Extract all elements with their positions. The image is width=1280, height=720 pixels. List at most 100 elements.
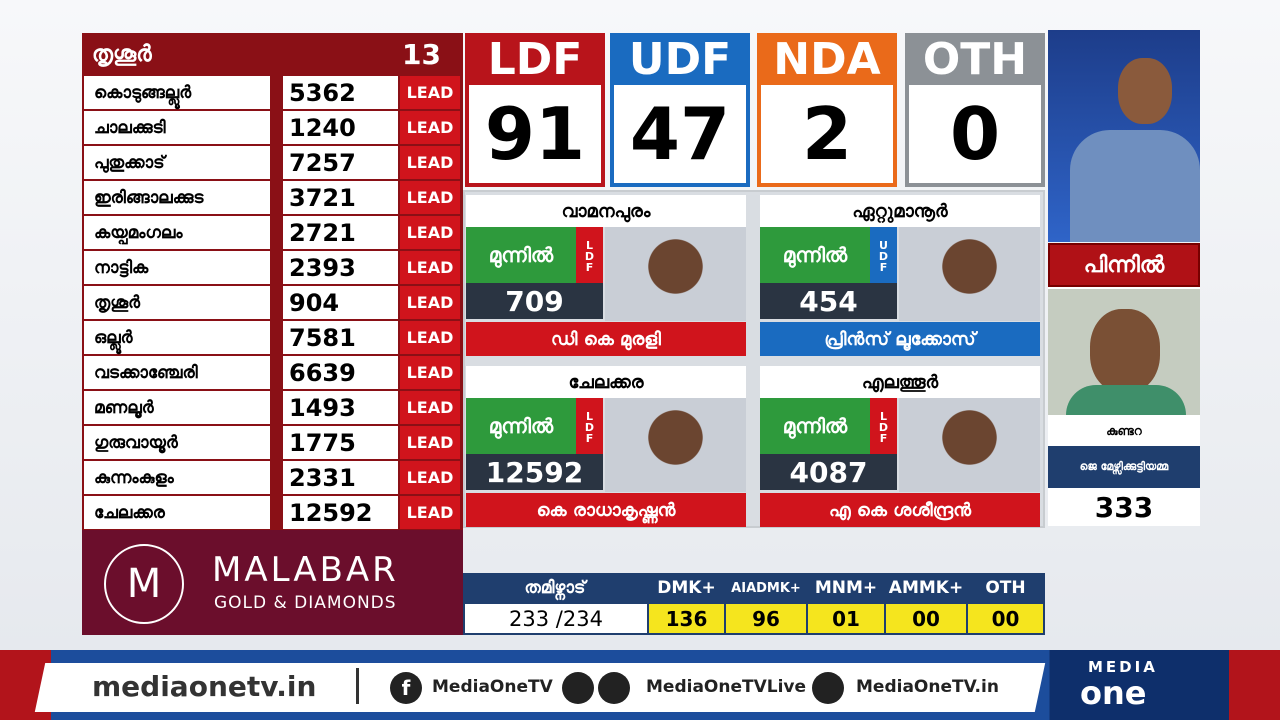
- party: LDF: [576, 227, 603, 283]
- alliance-name: UDF: [610, 33, 750, 85]
- row-margin: 2721: [283, 216, 398, 249]
- candidate: പ്രിൻസ് ലൂക്കോസ്: [760, 322, 1040, 356]
- status: മുന്നിൽ: [466, 398, 576, 454]
- row-status: LEAD: [400, 76, 460, 109]
- trailing-label: പിന്നിൽ: [1048, 243, 1200, 287]
- website: mediaonetv.in: [92, 670, 317, 703]
- trailing-candidate: ജെ മേഴ്സിക്കുട്ടിയമ്മ: [1048, 446, 1200, 488]
- row-name: ചാലക്കുടി: [84, 111, 270, 144]
- photo: [899, 227, 1040, 321]
- alliance-seats: 47: [610, 85, 750, 187]
- sponsor-name: MALABAR: [212, 550, 399, 590]
- row-status: LEAD: [400, 356, 460, 389]
- row-status: LEAD: [400, 181, 460, 214]
- status: മുന്നിൽ: [760, 398, 870, 454]
- row-status: LEAD: [400, 321, 460, 354]
- photo: [899, 398, 1040, 492]
- tn-seats: 00: [968, 604, 1043, 633]
- party: UDF: [870, 227, 897, 283]
- row-name: മണലൂർ: [84, 391, 270, 424]
- row-status: LEAD: [400, 146, 460, 179]
- row-status: LEAD: [400, 251, 460, 284]
- row-margin: 3721: [283, 181, 398, 214]
- footer: mediaonetv.in f MediaOneTV MediaOneTVLiv…: [0, 650, 1280, 720]
- district-count: 13: [402, 37, 441, 71]
- tn-party: OTH: [985, 578, 1026, 598]
- tn-party: AMMK+: [888, 578, 964, 598]
- row-name: ഇരിങ്ങാലക്കുട: [84, 181, 270, 214]
- row-margin: 7581: [283, 321, 398, 354]
- constituency: ചേലക്കര: [466, 366, 746, 398]
- row-margin: 2393: [283, 251, 398, 284]
- row-name: കുന്നംകുളം: [84, 461, 270, 494]
- tn-party: DMK+: [657, 578, 716, 598]
- candidate: എ കെ ശശീന്ദ്രൻ: [760, 493, 1040, 527]
- row-status: LEAD: [400, 496, 460, 529]
- sponsor: M MALABAR GOLD & DIAMONDS: [82, 530, 463, 635]
- row-margin: 5362: [283, 76, 398, 109]
- trailing: പിന്നിൽ കുണ്ടറ ജെ മേഴ്സിക്കുട്ടിയമ്മ 333: [1048, 243, 1200, 526]
- margin: 454: [760, 283, 897, 319]
- instagram: MediaOneTV.in: [856, 677, 999, 697]
- row-margin: 2331: [283, 461, 398, 494]
- row-name: തൃശൂർ: [84, 286, 270, 319]
- margin: 4087: [760, 454, 897, 490]
- row-name: കയ്പമംഗലം: [84, 216, 270, 249]
- row-name: ഗുരുവായൂർ: [84, 426, 270, 459]
- district-table: തൃശൂർ 13 കൊടുങ്ങല്ലൂർ 5362 LEAD ചാലക്കുടി 12…: [82, 33, 463, 530]
- row-margin: 1493: [283, 391, 398, 424]
- tn-name: തമിഴ്നാട്: [524, 578, 586, 598]
- row-status: LEAD: [400, 286, 460, 319]
- alliance-seats: 2: [757, 85, 897, 187]
- photo: [605, 398, 746, 492]
- constituency: വാമനപുരം: [466, 195, 746, 227]
- row-status: LEAD: [400, 216, 460, 249]
- tn-seats: 01: [808, 604, 884, 633]
- tn-party: MNM+: [814, 578, 878, 598]
- row-status: LEAD: [400, 426, 460, 459]
- tn-seats: 96: [726, 604, 806, 633]
- row-status: LEAD: [400, 111, 460, 144]
- tn-seats: 136: [649, 604, 724, 633]
- alliance-name: NDA: [757, 33, 897, 85]
- row-name: ചേലക്കര: [84, 496, 270, 529]
- anchor-video: [1048, 30, 1200, 242]
- row-name: പുതുക്കാട്: [84, 146, 270, 179]
- row-margin: 904: [283, 286, 398, 319]
- row-margin: 1775: [283, 426, 398, 459]
- row-margin: 12592: [283, 496, 398, 529]
- row-status: LEAD: [400, 461, 460, 494]
- brand-bottom: one: [1080, 674, 1147, 712]
- constituency: ഏറ്റുമാനൂർ: [760, 195, 1040, 227]
- candidate: ഡി കെ മുരളി: [466, 322, 746, 356]
- trailing-constituency: കുണ്ടറ: [1106, 423, 1142, 438]
- youtube: MediaOneTVLive: [646, 677, 807, 697]
- facebook: MediaOneTV: [432, 677, 553, 697]
- tn-seats: 00: [886, 604, 966, 633]
- row-name: വടക്കാഞ്ചേരി: [84, 356, 270, 389]
- row-margin: 7257: [283, 146, 398, 179]
- photo: [605, 227, 746, 321]
- row-name: ഒല്ലൂർ: [84, 321, 270, 354]
- alliance-seats: 91: [465, 85, 605, 187]
- constituency: എലത്തൂർ: [760, 366, 1040, 398]
- row-margin: 6639: [283, 356, 398, 389]
- tamilnadu: തമിഴ്നാട് 233 /234 DMK+ 136 AIADMK+ 96 MNM+ 0…: [463, 573, 1045, 635]
- tn-counted: 233 /234: [465, 604, 647, 633]
- district-name: തൃശൂർ: [92, 41, 152, 67]
- row-name: കൊടുങ്ങല്ലൂർ: [84, 76, 270, 109]
- party: LDF: [870, 398, 897, 454]
- row-status: LEAD: [400, 391, 460, 424]
- trailing-margin: 333: [1094, 490, 1154, 524]
- alliance-seats: 0: [905, 85, 1045, 187]
- alliance-name: LDF: [465, 33, 605, 85]
- status: മുന്നിൽ: [760, 227, 870, 283]
- row-margin: 1240: [283, 111, 398, 144]
- candidate: കെ രാധാകൃഷ്ണൻ: [466, 493, 746, 527]
- tn-party: AIADMK+: [731, 580, 801, 596]
- margin: 12592: [466, 454, 603, 490]
- brand-top: MEDIA: [1088, 658, 1158, 676]
- status: മുന്നിൽ: [466, 227, 576, 283]
- row-name: നാട്ടിക: [84, 251, 270, 284]
